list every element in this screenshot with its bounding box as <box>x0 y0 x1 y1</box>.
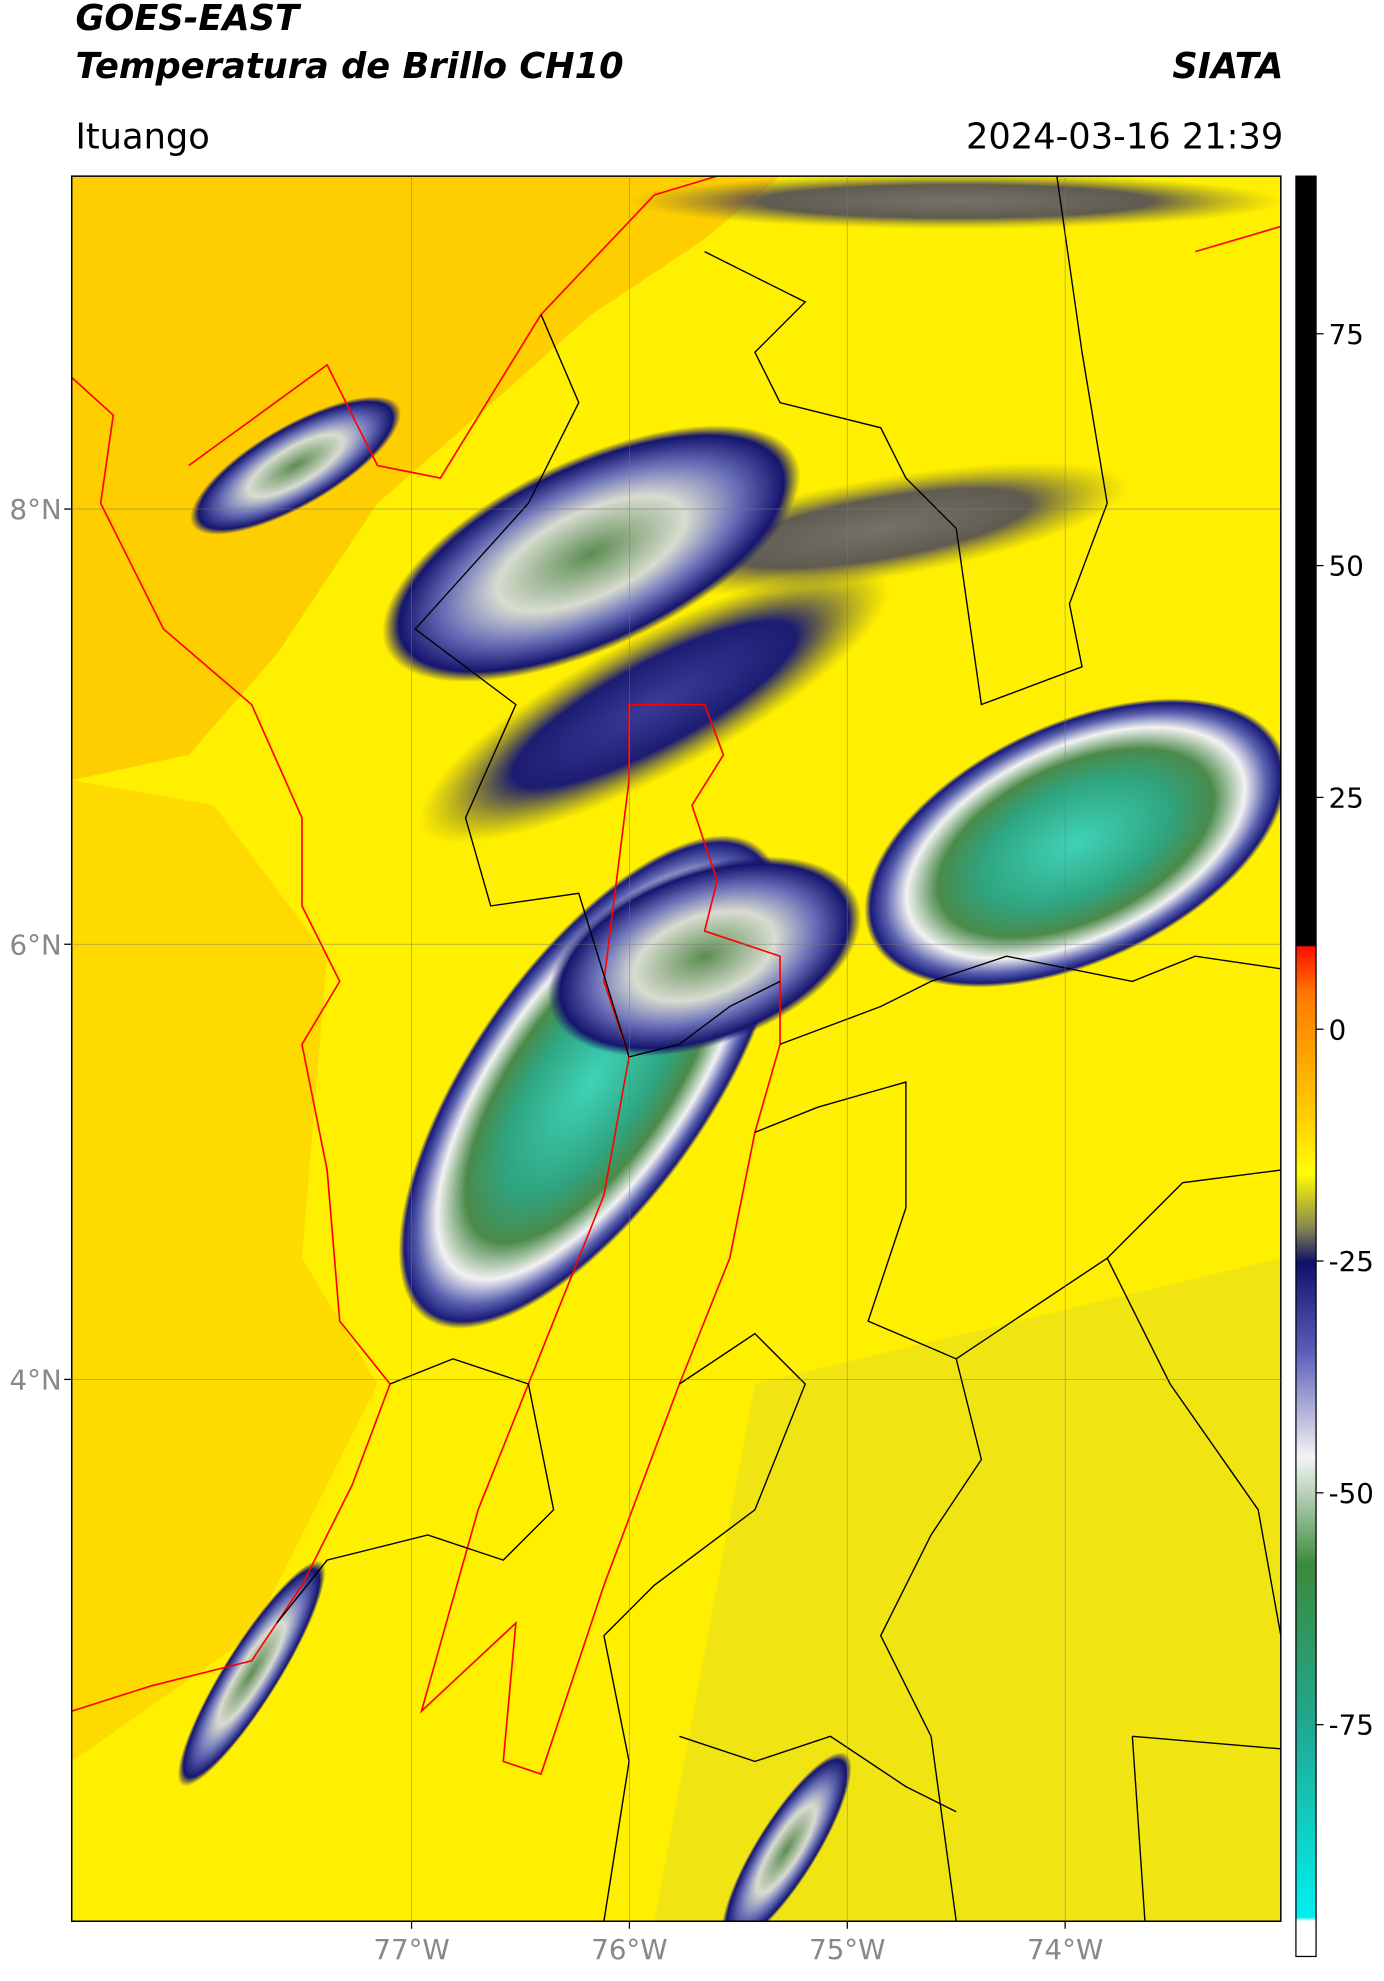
colorbar-tick-label: 0 <box>1329 1013 1347 1046</box>
colorbar <box>1295 175 1317 1958</box>
location: Ituango <box>75 116 209 157</box>
colorbar-tick-label: 75 <box>1329 318 1364 351</box>
colorbar-tick-label: -25 <box>1329 1245 1374 1278</box>
map-image <box>71 176 1281 1922</box>
x-tick-label: 75°W <box>809 1933 885 1966</box>
axes: 77°W 76°W 75°W 74°W 8°N 6°N 4°N 75 50 25 0 -25 -50 -7… <box>10 176 1374 1966</box>
colorbar-tick-label: -50 <box>1329 1477 1374 1510</box>
y-tick-label: 4°N <box>10 1363 62 1396</box>
datetime: 2024-03-16 21:39 <box>966 116 1283 157</box>
x-tick-label: 74°W <box>1027 1933 1103 1966</box>
colorbar-tick-label: -75 <box>1329 1709 1374 1742</box>
y-tick-label: 8°N <box>10 493 62 526</box>
colorbar-tick-label: 25 <box>1329 781 1364 814</box>
x-tick-label: 76°W <box>591 1933 667 1966</box>
subtitle: Temperatura de Brillo CH10 <box>75 46 623 87</box>
source: SIATA <box>1172 46 1283 87</box>
colorbar-tick-label: 50 <box>1329 550 1364 583</box>
map-frame <box>70 175 1282 1922</box>
x-tick-label: 77°W <box>373 1933 449 1966</box>
y-tick-label: 6°N <box>10 928 62 961</box>
title: GOES-EAST <box>75 0 302 39</box>
